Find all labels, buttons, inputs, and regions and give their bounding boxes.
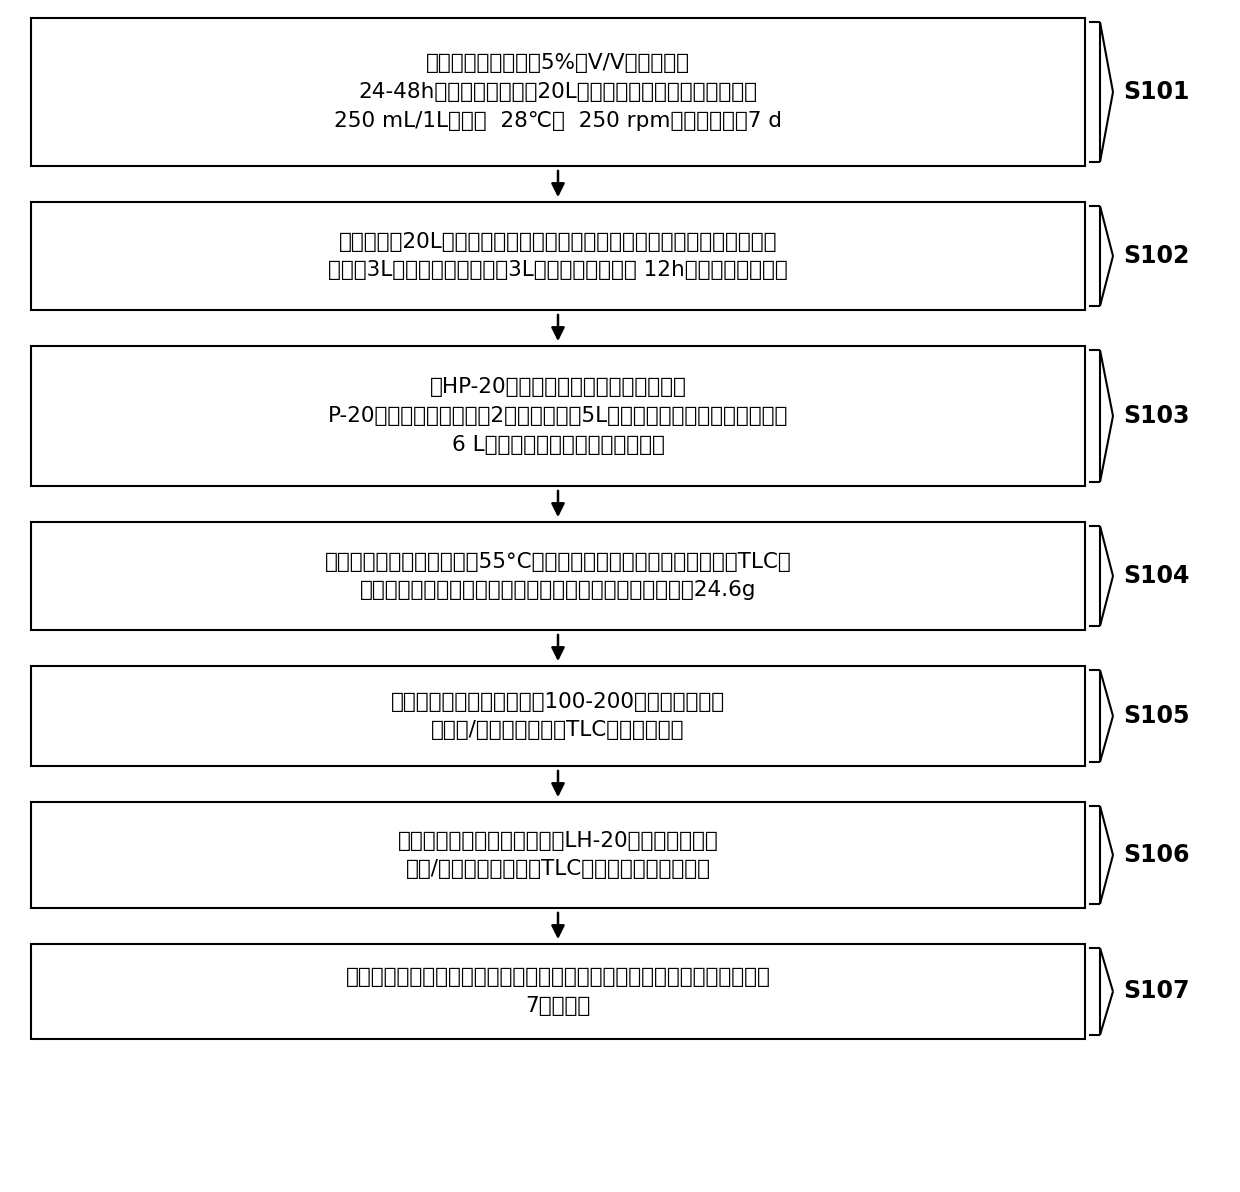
Bar: [31, 522, 1085, 631]
Text: 将步骤四所得发酵粗提物经100-200目硅胶柱层析，
以氯仳/甲醇梯度洗脱，TLC薄层层析检测: 将步骤四所得发酵粗提物经100-200目硅胶柱层析， 以氯仳/甲醇梯度洗脱，TL…: [391, 691, 725, 740]
Text: S101: S101: [1123, 80, 1189, 104]
Text: 浸提液和乙醇洗脱液分别在55°C下浓缩至干；取浓缩样品少量溶解，TLC薄
层层析；将两份浓缩样混合在一起，得到总发酵粗提取膏体24.6g: 浸提液和乙醇洗脱液分别在55°C下浓缩至干；取浓缩样品少量溶解，TLC薄 层层析…: [325, 552, 791, 601]
Text: 将相似流份合并浓缩后，进行LH-20凝胶柱层析，以
甲醇/氯仳进行洗脱，经TLC薄层层析检测，再浓缩: 将相似流份合并浓缩后，进行LH-20凝胶柱层析，以 甲醇/氯仳进行洗脱，经TLC…: [398, 831, 718, 880]
Bar: [31, 346, 1085, 486]
Bar: [31, 944, 1085, 1039]
Text: 将HP-20树脂装入树脂柱，上清液加入到
P-20树脂柱进行动态吸附2次；吸附后用5L去离子水去除树脂上多余糖分，
6 L乙醇洗脱树脂，得到乙醇洗脱液: 将HP-20树脂装入树脂柱，上清液加入到 P-20树脂柱进行动态吸附2次；吸附后…: [327, 377, 789, 455]
Bar: [31, 802, 1085, 908]
Text: S102: S102: [1123, 244, 1189, 268]
Text: S106: S106: [1123, 843, 1189, 867]
Text: S105: S105: [1123, 704, 1189, 728]
Text: 样品通过制备高效液相、半制备高效液相反向色谱进行化合物分离纯化，得
7个化合物: 样品通过制备高效液相、半制备高效液相反向色谱进行化合物分离纯化，得 7个化合物: [346, 967, 770, 1016]
Text: 将发酵后的20L发酵液通过真空抄滤，使得菌丝体和上清液分离，分开后的
菌体用3L去离子水冲洗；再用3L乙醇室温搨拌浸泡 12h后离心，取上清液: 将发酵后的20L发酵液通过真空抄滤，使得菌丝体和上清液分离，分开后的 菌体用3L…: [329, 231, 787, 280]
Bar: [31, 18, 1085, 166]
Text: S103: S103: [1123, 404, 1189, 428]
Text: S104: S104: [1123, 564, 1189, 588]
Bar: [31, 201, 1085, 310]
Text: S107: S107: [1123, 980, 1189, 1004]
Text: 发酵培养：按接种量5%（V/V），将培养
24-48h种子培养基接种到20L摇瓶发酵的发酵培养基；装量为
250 mL/1L摇瓶，  28℃，  250 rpm: 发酵培养：按接种量5%（V/V），将培养 24-48h种子培养基接种到20L摇瓶…: [334, 54, 782, 131]
Bar: [31, 666, 1085, 766]
